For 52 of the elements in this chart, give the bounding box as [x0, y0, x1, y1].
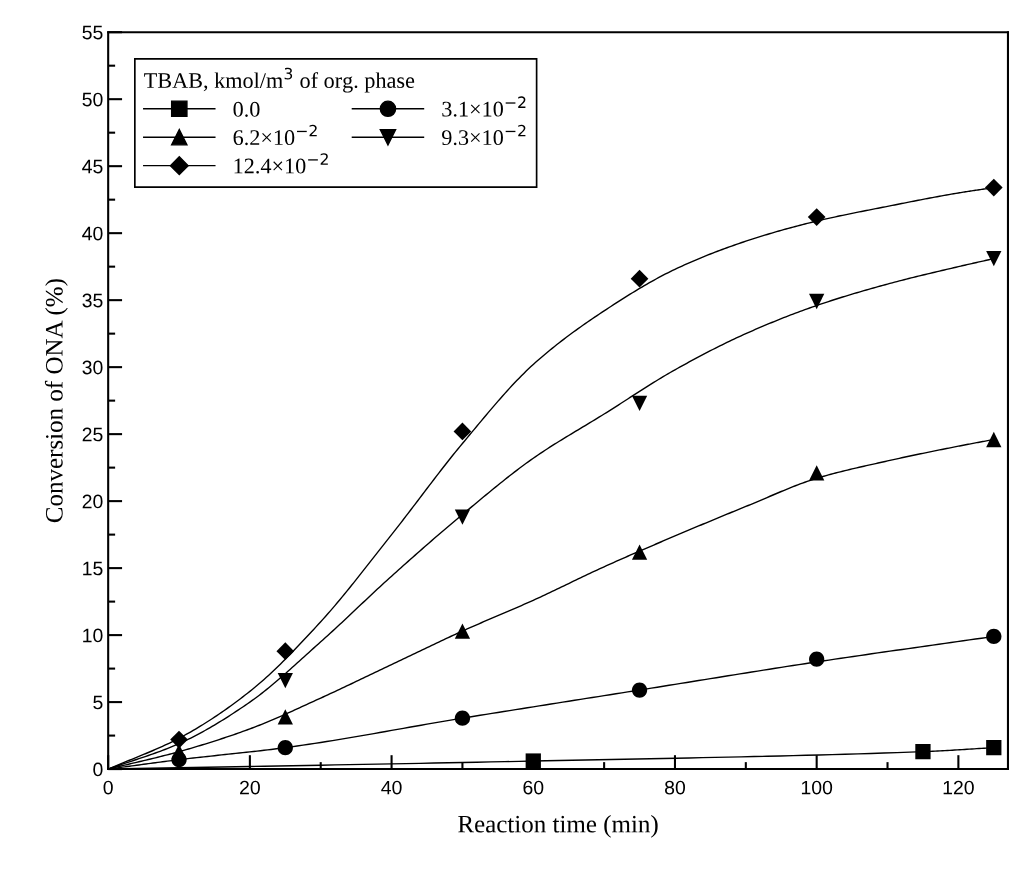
point: [809, 465, 825, 481]
point: [277, 740, 293, 756]
x-tick-label: 100: [801, 780, 833, 795]
point: [986, 740, 1002, 756]
point: [986, 431, 1002, 448]
point: [915, 744, 931, 760]
y-tick-label: 40: [82, 226, 103, 241]
x-tick-label: 60: [523, 780, 544, 795]
x-tick-label: 80: [665, 780, 686, 795]
point: [454, 623, 471, 639]
legend-label: 0.0: [233, 101, 260, 117]
point: [277, 673, 293, 689]
legend-label: 6.2×10$^{−2}$: [233, 124, 317, 146]
legend-title: TBAB, kmol/m$^{3}$ of org. phase: [144, 67, 415, 93]
legend-label: 12.4×10$^{−2}$: [234, 153, 328, 174]
x-tick-label: 120: [943, 780, 974, 795]
y-tick-label: 45: [82, 159, 103, 174]
y-tick-label: 15: [83, 561, 103, 576]
point: [171, 744, 187, 760]
x-tick-label: 20: [240, 780, 260, 795]
point: [454, 509, 471, 525]
legend-label: 9.3×10$^{−2}$: [442, 124, 526, 146]
point: [277, 709, 293, 725]
point: [986, 628, 1002, 645]
y-tick-label: 5: [93, 695, 103, 710]
point: [630, 269, 649, 288]
point: [525, 753, 541, 769]
point: [454, 710, 471, 726]
y-tick-label: 0: [93, 762, 103, 777]
y-tick-label: 35: [82, 293, 103, 308]
y-axis-title: Conversion of ONA (%): [44, 279, 68, 523]
point: [631, 682, 648, 698]
point: [809, 651, 825, 667]
y-tick-label: 10: [83, 628, 103, 643]
x-tick-label: 40: [381, 780, 402, 795]
point: [986, 250, 1002, 267]
point: [984, 178, 1003, 197]
x-tick-label: 0: [103, 780, 113, 795]
point: [276, 642, 295, 661]
point: [631, 395, 648, 411]
x-axis-title: Reaction time (min): [458, 814, 658, 838]
y-tick-label: 55: [82, 25, 103, 40]
point: [809, 293, 825, 310]
point: [807, 208, 826, 226]
point: [631, 544, 648, 560]
y-tick-label: 25: [82, 427, 103, 442]
legend-label: 3.1×10$^{−2}$: [442, 96, 526, 117]
point: [170, 730, 188, 749]
y-tick-label: 20: [82, 494, 103, 509]
point: [453, 422, 472, 441]
y-tick-label: 50: [82, 92, 103, 107]
y-tick-label: 30: [82, 360, 103, 375]
